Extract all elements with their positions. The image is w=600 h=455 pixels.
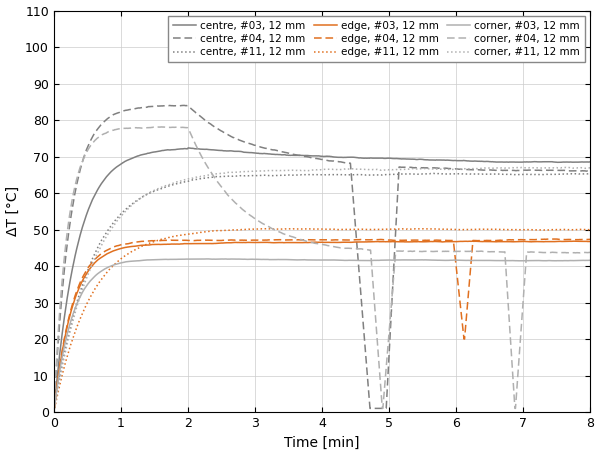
Y-axis label: ΔT [°C]: ΔT [°C] [5, 186, 20, 236]
Legend: centre, #03, 12 mm, centre, #04, 12 mm, centre, #11, 12 mm, edge, #03, 12 mm, ed: centre, #03, 12 mm, centre, #04, 12 mm, … [168, 16, 585, 62]
X-axis label: Time [min]: Time [min] [284, 435, 360, 450]
